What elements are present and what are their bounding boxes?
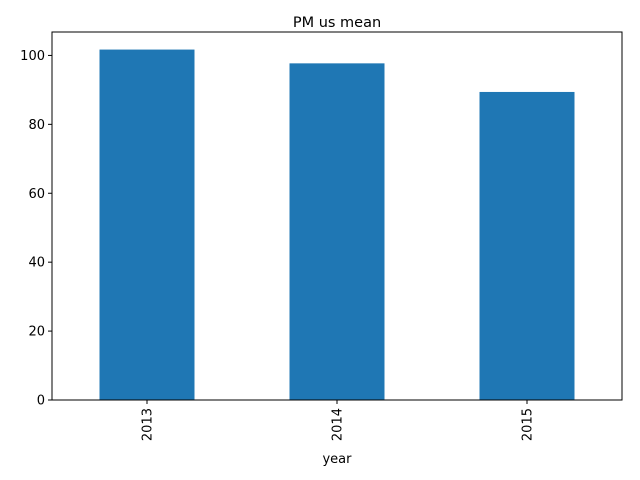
y-tick-label: 40 [28,256,45,271]
bar-2013 [99,49,195,401]
x-tick-label-2015: 2015 [521,408,536,441]
y-tick-label: 100 [20,49,45,64]
bar-2014 [289,63,385,400]
x-axis-label: year [322,452,352,467]
x-tick-label-2013: 2013 [141,408,156,441]
y-tick-label: 0 [37,394,45,409]
chart-title: PM us mean [293,15,381,31]
bar-2015 [479,91,575,401]
y-tick-label: 80 [28,118,45,133]
y-tick-label: 20 [28,325,45,340]
x-tick-label-2014: 2014 [331,408,346,441]
y-tick-label: 60 [28,187,45,202]
plot-area: 0 20 40 60 80 100 2013 2014 2015 [20,31,623,441]
